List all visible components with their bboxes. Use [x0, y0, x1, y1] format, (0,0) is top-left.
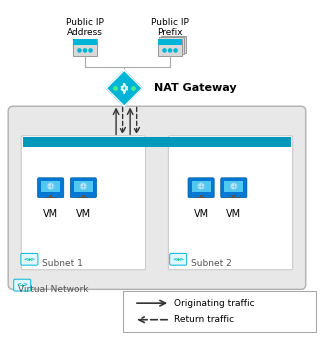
FancyBboxPatch shape	[168, 136, 293, 270]
FancyBboxPatch shape	[14, 279, 31, 291]
Bar	[158, 39, 182, 45]
Text: VM: VM	[76, 209, 91, 219]
Text: VM: VM	[194, 209, 209, 219]
FancyBboxPatch shape	[221, 178, 247, 198]
Bar	[73, 39, 97, 45]
FancyBboxPatch shape	[188, 178, 214, 198]
Bar	[161, 36, 186, 53]
Circle shape	[83, 48, 87, 53]
Bar	[82, 195, 85, 197]
Bar	[200, 195, 202, 197]
Text: >: >	[179, 257, 184, 262]
Text: Subnet 1: Subnet 1	[42, 259, 82, 268]
Bar	[46, 197, 56, 198]
Bar	[224, 181, 243, 191]
Circle shape	[77, 48, 82, 53]
Text: >: >	[23, 283, 28, 288]
Bar	[23, 137, 291, 147]
Text: <: <	[173, 257, 178, 262]
FancyBboxPatch shape	[21, 136, 146, 270]
FancyBboxPatch shape	[70, 178, 96, 198]
Bar	[49, 195, 52, 197]
Circle shape	[168, 48, 172, 53]
Text: Virtual Network: Virtual Network	[18, 285, 89, 294]
Text: Public IP
Prefix: Public IP Prefix	[151, 18, 189, 37]
Text: <: <	[24, 257, 29, 262]
Text: Public IP
Address: Public IP Address	[66, 18, 104, 37]
FancyBboxPatch shape	[38, 178, 64, 198]
FancyBboxPatch shape	[8, 106, 306, 289]
Circle shape	[230, 183, 237, 190]
Text: Subnet 2: Subnet 2	[191, 259, 231, 268]
Text: >: >	[30, 257, 35, 262]
FancyBboxPatch shape	[21, 253, 38, 265]
Text: +: +	[27, 257, 32, 262]
FancyBboxPatch shape	[170, 253, 187, 265]
Text: Originating traffic: Originating traffic	[174, 299, 255, 308]
Text: NAT Gateway: NAT Gateway	[154, 83, 236, 93]
Bar	[41, 181, 60, 191]
Text: +: +	[20, 283, 25, 288]
Circle shape	[198, 183, 205, 190]
Text: VM: VM	[226, 209, 241, 219]
FancyBboxPatch shape	[123, 291, 316, 332]
Polygon shape	[106, 70, 142, 106]
Circle shape	[88, 48, 93, 53]
Bar	[74, 181, 93, 191]
Bar	[232, 195, 235, 197]
Text: Return traffic: Return traffic	[174, 315, 234, 324]
Circle shape	[47, 183, 54, 190]
Circle shape	[173, 48, 178, 53]
Text: +: +	[176, 257, 181, 262]
Bar	[158, 39, 182, 56]
Bar	[78, 197, 88, 198]
Bar	[192, 181, 211, 191]
Text: <: <	[17, 283, 22, 288]
Bar	[160, 37, 184, 54]
Circle shape	[80, 183, 87, 190]
Bar	[229, 197, 239, 198]
Bar	[73, 39, 97, 56]
Bar	[196, 197, 206, 198]
Circle shape	[162, 48, 167, 53]
Text: VM: VM	[43, 209, 58, 219]
